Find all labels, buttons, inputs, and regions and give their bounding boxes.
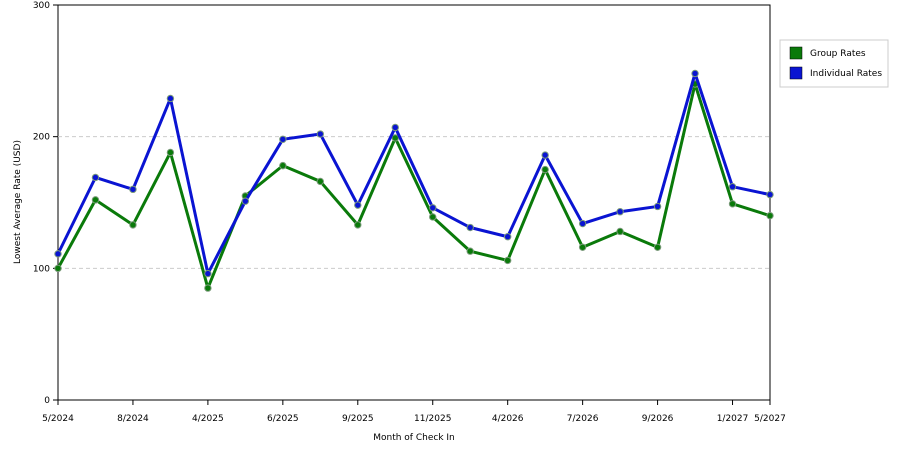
data-point [766, 211, 774, 220]
legend-swatch [789, 66, 803, 80]
data-point [129, 221, 137, 229]
data-point [616, 227, 624, 236]
plot-area [57, 4, 771, 401]
data-point [466, 247, 474, 255]
y-tick-label: 0 [44, 396, 50, 406]
data-point [578, 219, 587, 228]
data-point [578, 243, 587, 251]
data-point [354, 221, 362, 229]
legend-label: Group Rates [810, 49, 866, 59]
data-point [204, 269, 212, 278]
data-point [241, 197, 250, 205]
data-point [391, 134, 399, 142]
data-point [54, 250, 62, 258]
y-axis-label: Lowest Average Rate (USD) [13, 140, 23, 264]
data-point [541, 151, 549, 159]
data-point [129, 185, 137, 194]
x-tick-label: 8/2024 [117, 414, 149, 424]
x-tick-label: 4/2025 [192, 414, 224, 424]
data-point [466, 223, 474, 232]
data-point [766, 190, 774, 199]
x-tick-label: 7/2026 [567, 414, 599, 424]
x-tick-label: 9/2025 [342, 414, 374, 424]
data-point [653, 243, 662, 251]
x-tick-label: 5/2027 [754, 414, 786, 424]
legend-label: Individual Rates [810, 69, 882, 79]
x-axis-label: Month of Check In [373, 433, 455, 443]
data-point [653, 202, 662, 211]
data-point [166, 94, 175, 103]
data-point [616, 208, 624, 216]
data-point [316, 177, 325, 186]
x-tick-label: 11/2025 [414, 414, 451, 424]
y-tick-label: 100 [33, 264, 50, 274]
data-point [541, 165, 549, 174]
x-tick-label: 4/2026 [492, 414, 524, 424]
x-tick-label: 9/2026 [642, 414, 674, 424]
data-point [166, 148, 175, 157]
data-point [204, 284, 212, 292]
y-tick-label: 200 [33, 133, 50, 143]
legend-swatch [789, 46, 803, 60]
data-point [429, 204, 437, 212]
x-tick-label: 5/2024 [42, 414, 74, 424]
x-tick-label: 1/2027 [717, 414, 749, 424]
data-point [316, 130, 325, 138]
data-point [391, 123, 399, 132]
data-point [91, 196, 100, 204]
data-point [728, 183, 737, 191]
data-point [354, 201, 362, 209]
series-line [56, 71, 771, 276]
data-point [279, 135, 287, 144]
series-line [56, 82, 771, 290]
data-point [279, 161, 287, 170]
data-point [91, 173, 100, 182]
data-point [429, 213, 437, 221]
data-point [54, 264, 62, 273]
data-point [503, 256, 512, 265]
y-tick-label: 300 [33, 1, 50, 11]
x-tick-label: 6/2025 [267, 414, 299, 424]
data-point [728, 200, 737, 208]
data-point [503, 233, 512, 241]
data-point [691, 69, 699, 78]
